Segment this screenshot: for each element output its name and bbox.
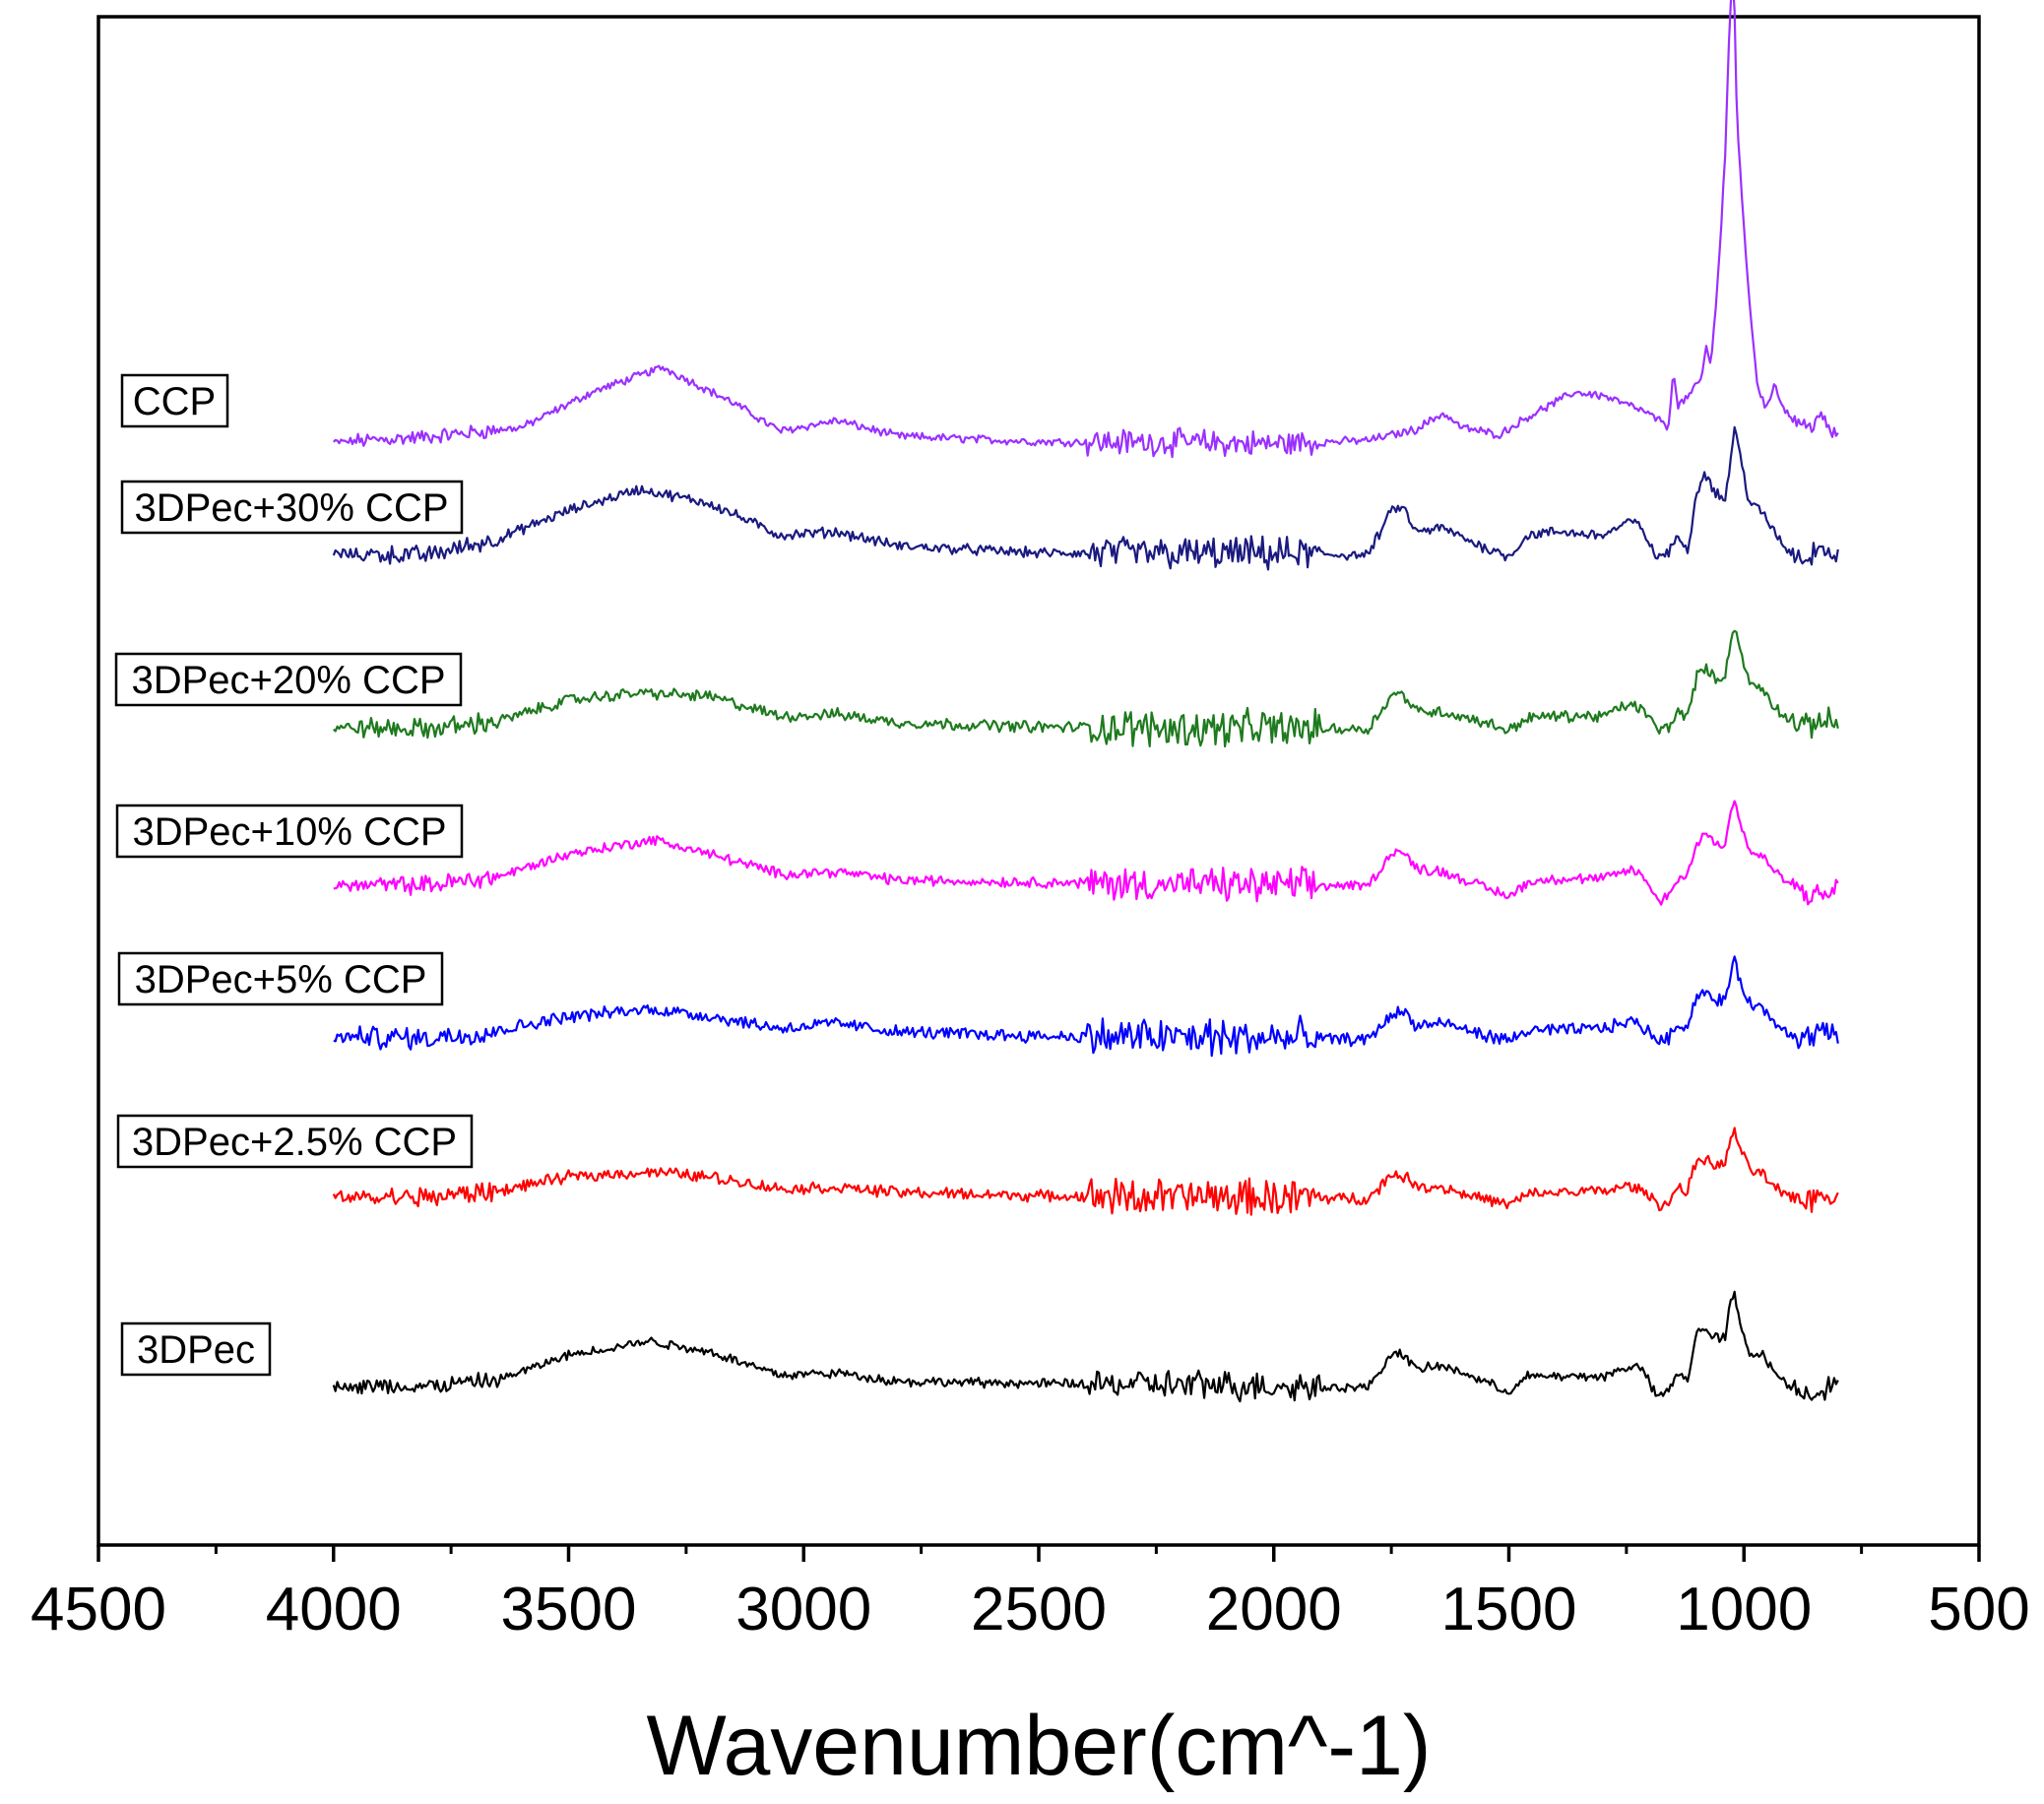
svg-text:3DPec+20% CCP: 3DPec+20% CCP [131, 659, 445, 702]
legend-label-ccp: CCP [120, 373, 229, 428]
x-axis-title: Wavenumber(cm^-1) [647, 1699, 1432, 1793]
x-tick-label: 3500 [501, 1576, 637, 1643]
svg-text:3DPec: 3DPec [137, 1328, 255, 1372]
svg-text:3DPec+30% CCP: 3DPec+30% CCP [134, 486, 448, 530]
x-tick-label: 1000 [1676, 1576, 1812, 1643]
svg-text:3DPec+10% CCP: 3DPec+10% CCP [132, 810, 446, 854]
legend-label-3dpec: 3DPec [120, 1321, 272, 1377]
x-axis-ticks [96, 1545, 1981, 1562]
legend-label-3dpec-5-ccp: 3DPec+5% CCP [117, 951, 444, 1006]
svg-text:3DPec+2.5% CCP: 3DPec+2.5% CCP [132, 1121, 457, 1164]
x-tick-label: 1500 [1441, 1576, 1577, 1643]
svg-text:CCP: CCP [133, 380, 216, 423]
series-line-3dpec-5-ccp [333, 955, 1839, 1058]
legend-label-3dpec-2-5-ccp: 3DPec+2.5% CCP [116, 1114, 474, 1169]
series-line-3dpec-10-ccp [333, 800, 1839, 906]
x-tick-label: 4500 [31, 1576, 166, 1643]
series-line-3dpec [332, 1290, 1839, 1403]
legend-label-3dpec-30-ccp: 3DPec+30% CCP [120, 480, 464, 535]
legend-label-3dpec-10-ccp: 3DPec+10% CCP [115, 804, 464, 859]
x-tick-label: 500 [1928, 1576, 2029, 1643]
series-lines [332, 0, 1839, 1403]
x-tick-label: 3000 [735, 1576, 871, 1643]
series-line-3dpec-20-ccp [333, 629, 1839, 748]
legend-label-3dpec-20-ccp: 3DPec+20% CCP [114, 652, 463, 707]
series-line-ccp [333, 0, 1839, 459]
plot-frame [96, 15, 1981, 1547]
series-line-3dpec-2-5-ccp [332, 1127, 1839, 1216]
x-tick-label: 2500 [971, 1576, 1107, 1643]
svg-text:3DPec+5% CCP: 3DPec+5% CCP [135, 958, 427, 1001]
series-line-3dpec-30-ccp [332, 425, 1839, 571]
x-axis-tick-labels: 4500 4000 3500 3000 2500 2000 1500 1000 500 [31, 1576, 2030, 1643]
x-tick-label: 4000 [266, 1576, 402, 1643]
x-tick-label: 2000 [1206, 1576, 1342, 1643]
